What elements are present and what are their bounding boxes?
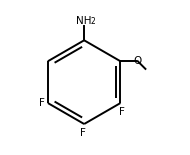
Text: 2: 2 — [90, 17, 95, 26]
Text: O: O — [134, 56, 142, 66]
Text: F: F — [119, 107, 125, 117]
Text: F: F — [80, 128, 86, 138]
Text: F: F — [39, 98, 44, 108]
Text: NH: NH — [76, 16, 91, 26]
